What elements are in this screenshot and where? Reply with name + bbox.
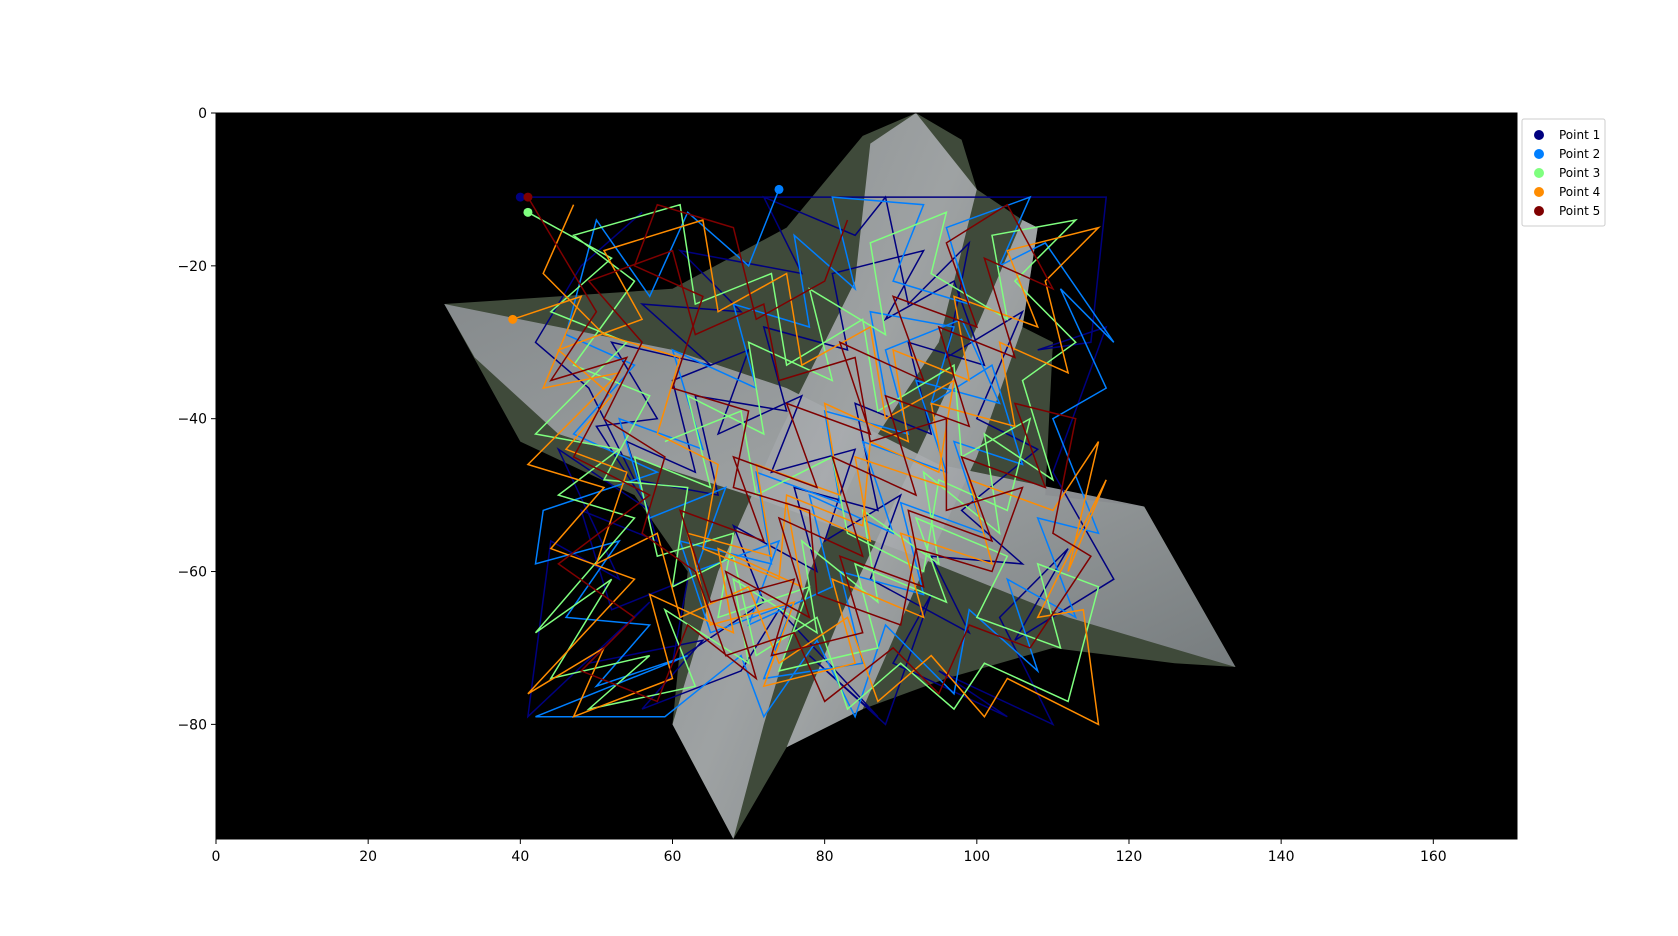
y-tick-label: −60 (177, 565, 207, 581)
x-tick-label: 20 (359, 849, 377, 865)
series-marker-point-3 (523, 207, 533, 217)
legend-label-point-4: Point 4 (1559, 185, 1600, 199)
series-marker-point-2 (774, 184, 784, 194)
y-tick-label: −80 (177, 717, 207, 733)
legend-marker-point-2 (1534, 149, 1544, 159)
x-tick-label: 120 (1116, 849, 1143, 865)
legend-label-point-3: Point 3 (1559, 166, 1600, 180)
series-layer (508, 184, 1115, 726)
x-tick-label: 160 (1420, 849, 1447, 865)
x-tick-label: 40 (511, 849, 529, 865)
series-line-point-2 (534, 189, 1115, 719)
y-tick-label: −40 (177, 412, 207, 428)
series-marker-point-4 (508, 314, 518, 324)
series-line-point-4 (512, 204, 1107, 726)
x-tick-label: 80 (816, 849, 834, 865)
x-tick-label: 140 (1268, 849, 1295, 865)
legend-marker-point-5 (1534, 206, 1544, 216)
y-tick-label: 0 (198, 106, 207, 122)
series-line-point-3 (527, 203, 1100, 711)
plot-area (216, 113, 1517, 839)
legend-label-point-5: Point 5 (1559, 204, 1600, 218)
x-axis: 0 20 40 60 80 100 120 140 160 (212, 839, 1447, 865)
legend-label-point-2: Point 2 (1559, 147, 1600, 161)
x-tick-label: 0 (212, 849, 221, 865)
legend-label-point-1: Point 1 (1559, 128, 1600, 142)
y-tick-label: −20 (177, 259, 207, 275)
series-marker-point-1 (515, 192, 525, 202)
legend-frame (1521, 118, 1606, 227)
legend-marker-point-4 (1534, 187, 1544, 197)
plot-frame (215, 112, 1518, 840)
legend-marker-point-3 (1534, 168, 1544, 178)
x-tick-label: 60 (664, 849, 682, 865)
y-axis: 0 −20 −40 −60 −80 (177, 106, 216, 733)
series-marker-point-5 (523, 192, 533, 202)
legend: Point 1 Point 2 Point 3 Point 4 Point 5 (1521, 118, 1606, 227)
x-tick-label: 100 (963, 849, 990, 865)
legend-marker-point-1 (1534, 130, 1544, 140)
series-line-point-5 (527, 196, 1092, 703)
